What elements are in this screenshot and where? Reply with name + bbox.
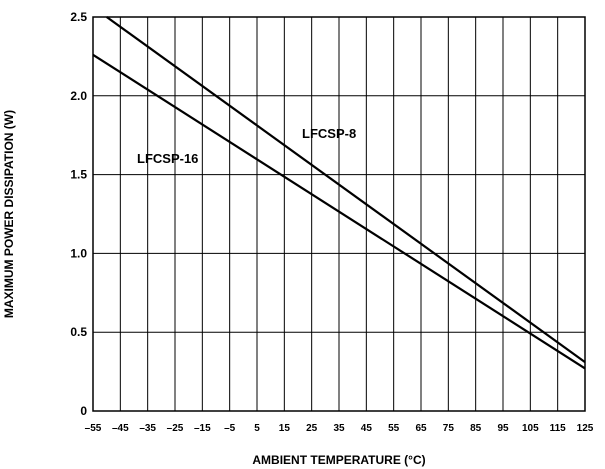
series-line-lfcsp-16	[92, 53, 586, 370]
y-tick-label: 0.5	[70, 325, 87, 339]
y-tick-label: 1.0	[70, 246, 87, 260]
x-tick-label: –35	[139, 423, 156, 434]
x-tick-label: –45	[112, 423, 129, 434]
x-tick-label: 95	[497, 423, 509, 434]
y-axis-title: MAXIMUM POWER DISSIPATION (W)	[2, 110, 16, 318]
x-tick-labels: –55 –45 –35 –25 –15 –5 5 15 25 35 45 55 65 75 85 95 105 1…	[85, 423, 594, 434]
x-tick-label: –55	[85, 423, 102, 434]
x-tick-label: 115	[550, 423, 567, 434]
y-tick-label: 0	[80, 404, 87, 418]
series-line-lfcsp-8	[106, 16, 586, 363]
y-tick-label: 2.0	[70, 89, 87, 103]
x-tick-label: 15	[279, 423, 291, 434]
x-tick-label: –5	[224, 423, 236, 434]
series-layer	[92, 16, 586, 370]
y-tick-label: 2.5	[70, 10, 87, 24]
x-tick-label: 125	[577, 423, 594, 434]
series-label-lfcsp-16: LFCSP-16	[137, 151, 198, 166]
x-tick-label: 25	[306, 423, 318, 434]
x-axis-title: AMBIENT TEMPERATURE (°C)	[252, 453, 425, 467]
x-tick-label: –15	[194, 423, 211, 434]
grid	[92, 16, 586, 412]
x-tick-label: 75	[443, 423, 455, 434]
x-tick-label: 55	[388, 423, 400, 434]
x-tick-label: 45	[361, 423, 373, 434]
series-label-lfcsp-8: LFCSP-8	[302, 126, 356, 141]
x-tick-label: 5	[254, 423, 260, 434]
y-tick-labels: 0 0.5 1.0 1.5 2.0 2.5	[70, 10, 87, 418]
x-tick-label: 65	[415, 423, 427, 434]
x-tick-label: 35	[333, 423, 345, 434]
x-tick-label: 105	[522, 423, 539, 434]
x-tick-label: –25	[167, 423, 184, 434]
plot-frame	[92, 16, 586, 412]
x-tick-label: 85	[470, 423, 482, 434]
y-tick-label: 1.5	[70, 168, 87, 182]
